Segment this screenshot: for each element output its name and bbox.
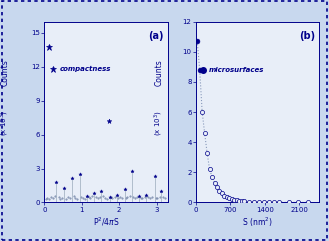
Text: (x 10$^3$): (x 10$^3$)	[153, 110, 165, 136]
Text: Counts: Counts	[0, 59, 10, 86]
Text: (b): (b)	[299, 31, 316, 41]
Text: (a): (a)	[149, 31, 164, 41]
Text: Counts: Counts	[154, 59, 163, 86]
Text: compactness: compactness	[59, 66, 111, 72]
X-axis label: P$^2$/4$\pi$S: P$^2$/4$\pi$S	[93, 215, 119, 228]
Text: microsurfaces: microsurfaces	[209, 67, 265, 73]
X-axis label: S (nm$^2$): S (nm$^2$)	[242, 215, 273, 229]
Text: (x 10$^3$): (x 10$^3$)	[0, 110, 11, 136]
